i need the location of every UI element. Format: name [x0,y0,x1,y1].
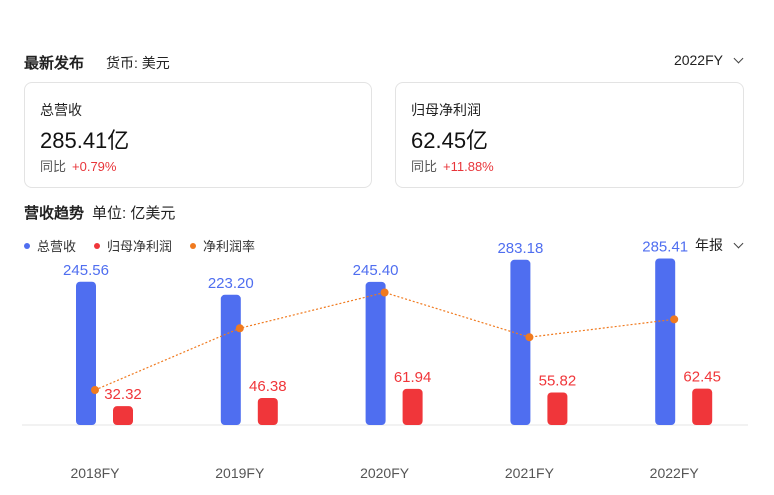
margin-point [525,333,534,342]
revenue-bar-label: 245.40 [353,262,399,279]
legend-item-revenue[interactable]: 总营收 [24,236,76,255]
legend-label-margin: 净利润率 [203,239,256,254]
report-type-value: 年报 [695,237,723,253]
net-profit-card: 归母净利润 62.45亿 同比 +11.88% [395,82,744,188]
x-tick-label: 2022FY [650,465,700,481]
period-value: 2022FY [673,52,723,68]
margin-point [91,386,99,394]
net-profit-yoy-value: +11.88% [443,159,494,174]
net-profit-bar [257,397,278,425]
revenue-bar [365,281,386,425]
x-tick-label: 2021FY [505,465,555,481]
latest-release-title: 最新发布 [24,55,85,72]
revenue-bar-label: 283.18 [497,240,543,257]
revenue-bar-label: 285.41 [642,239,688,256]
margin-point [235,324,244,333]
legend-dot-net-profit [94,242,101,249]
net-profit-bar [402,388,423,425]
net-profit-bar-label: 32.32 [104,386,142,403]
legend-item-net-profit[interactable]: 归母净利润 [94,236,172,255]
net-profit-bar-label: 61.94 [394,369,432,386]
legend-item-margin[interactable]: 净利润率 [190,236,255,255]
revenue-yoy: 同比 +0.79% [40,156,116,175]
x-tick-label: 2019FY [215,465,265,481]
trend-header: 营收趋势 单位: 亿美元 [24,202,175,223]
header-row: 最新发布 货币: 美元 2022FY [24,52,750,72]
net-profit-bar [113,406,133,425]
revenue-yoy-value: +0.79% [72,159,117,174]
revenue-bar [220,294,241,425]
x-tick-label: 2020FY [360,465,410,481]
revenue-bar-label: 245.56 [63,262,109,279]
x-tick-label: 2018FY [70,465,120,481]
currency-label: 货币: 美元 [106,55,170,71]
net-profit-label: 归母净利润 [411,102,481,118]
revenue-bar [76,281,96,425]
net-profit-bar-label: 55.82 [539,372,577,389]
margin-point [670,315,679,324]
trend-title: 营收趋势 [24,205,85,222]
net-profit-bar-label: 62.45 [683,369,721,386]
revenue-bar [510,259,531,425]
legend-label-revenue: 总营收 [37,239,77,254]
net-profit-value: 62.45亿 [411,128,489,153]
net-profit-bar [692,388,713,425]
revenue-bar [655,258,676,425]
net-profit-bar-label: 46.38 [249,378,287,395]
revenue-bar-label: 223.20 [208,275,254,292]
net-profit-yoy: 同比 +11.88% [411,156,494,175]
period-select[interactable]: 2022FY [673,52,744,68]
trend-unit: 单位: 亿美元 [92,205,176,222]
margin-point [380,288,389,297]
revenue-label: 总营收 [40,102,82,118]
revenue-value: 285.41亿 [40,128,130,153]
margin-line [94,291,675,391]
legend-label-net-profit: 归母净利润 [107,239,173,254]
revenue-card: 总营收 285.41亿 同比 +0.79% [24,82,372,188]
revenue-yoy-label: 同比 [40,159,67,174]
net-profit-bar [547,392,568,425]
report-type-select[interactable]: 年报 [695,235,744,255]
legend-dot-margin [190,242,197,249]
legend-dot-revenue [24,242,30,249]
chart-legend: 总营收 归母净利润 净利润率 [24,236,273,255]
net-profit-yoy-label: 同比 [411,159,438,174]
